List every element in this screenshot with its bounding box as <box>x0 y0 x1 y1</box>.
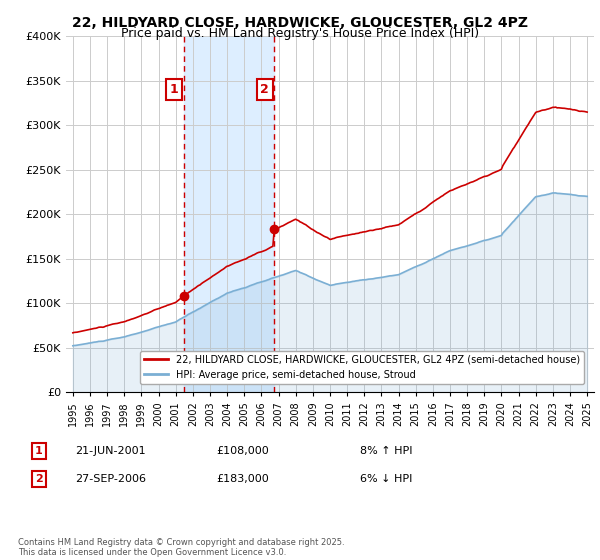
Text: £183,000: £183,000 <box>216 474 269 484</box>
Bar <box>184 36 274 392</box>
Text: 2: 2 <box>260 83 269 96</box>
Text: 2: 2 <box>35 474 43 484</box>
Text: 6% ↓ HPI: 6% ↓ HPI <box>360 474 412 484</box>
Text: 22, HILDYARD CLOSE, HARDWICKE, GLOUCESTER, GL2 4PZ: 22, HILDYARD CLOSE, HARDWICKE, GLOUCESTE… <box>72 16 528 30</box>
Text: 1: 1 <box>170 83 178 96</box>
Text: 27-SEP-2006: 27-SEP-2006 <box>75 474 146 484</box>
Text: Price paid vs. HM Land Registry's House Price Index (HPI): Price paid vs. HM Land Registry's House … <box>121 27 479 40</box>
Text: 21-JUN-2001: 21-JUN-2001 <box>75 446 146 456</box>
Text: 1: 1 <box>35 446 43 456</box>
Text: £108,000: £108,000 <box>216 446 269 456</box>
Legend: 22, HILDYARD CLOSE, HARDWICKE, GLOUCESTER, GL2 4PZ (semi-detached house), HPI: A: 22, HILDYARD CLOSE, HARDWICKE, GLOUCESTE… <box>140 351 584 384</box>
Text: Contains HM Land Registry data © Crown copyright and database right 2025.
This d: Contains HM Land Registry data © Crown c… <box>18 538 344 557</box>
Text: 8% ↑ HPI: 8% ↑ HPI <box>360 446 413 456</box>
